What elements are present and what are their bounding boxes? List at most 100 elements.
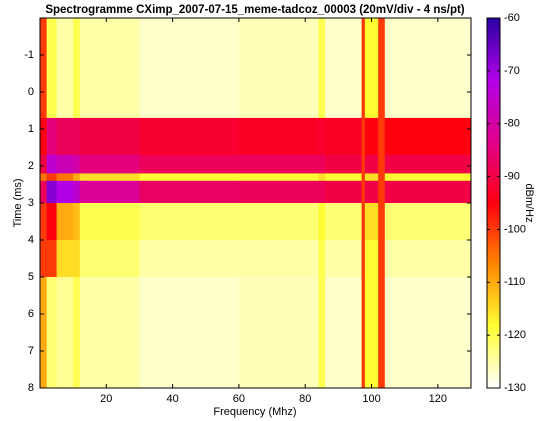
colorbar bbox=[486, 17, 501, 389]
colorbar-tick-label: -120 bbox=[504, 329, 526, 341]
heatmap-cell bbox=[318, 203, 326, 241]
x-tick-label: 20 bbox=[100, 393, 112, 405]
heatmap-cell bbox=[325, 203, 363, 241]
heatmap-cell bbox=[378, 240, 386, 278]
heatmap-cell bbox=[364, 173, 379, 182]
heatmap-cell bbox=[46, 277, 58, 389]
heatmap-cell bbox=[378, 203, 386, 241]
x-tick-label: 40 bbox=[166, 393, 178, 405]
heatmap-cell bbox=[325, 154, 363, 174]
heatmap-cell bbox=[79, 154, 140, 174]
heatmap-cell bbox=[361, 203, 366, 241]
y-tick-label: 5 bbox=[28, 271, 34, 283]
heatmap-cell bbox=[79, 203, 140, 241]
y-tick-label: 7 bbox=[28, 345, 34, 357]
heatmap-cell bbox=[325, 180, 363, 204]
heatmap-cell bbox=[139, 18, 240, 119]
heatmap-cell bbox=[378, 117, 386, 156]
heatmap-cell bbox=[79, 18, 140, 119]
heatmap-cell bbox=[73, 18, 81, 119]
heatmap-cell bbox=[40, 173, 48, 182]
colorbar-tick-label: -130 bbox=[504, 382, 526, 394]
heatmap-cell bbox=[318, 154, 326, 174]
y-tick-label: 1 bbox=[28, 123, 34, 135]
y-axis-label: Time (ms) bbox=[12, 178, 24, 227]
heatmap-cell bbox=[318, 173, 326, 182]
x-tick-label: 80 bbox=[299, 393, 311, 405]
colorbar-tick-label: -110 bbox=[504, 276, 525, 288]
y-tick-label: 6 bbox=[28, 308, 34, 320]
colorbar-tick-label: -80 bbox=[504, 118, 520, 130]
heatmap-cell bbox=[384, 180, 472, 204]
y-tick-label: 3 bbox=[28, 197, 34, 209]
heatmap-cell bbox=[79, 117, 140, 156]
heatmap-cell bbox=[325, 277, 363, 389]
heatmap-cell bbox=[56, 117, 74, 156]
heatmap-cell bbox=[318, 18, 326, 119]
heatmap-cell bbox=[238, 173, 319, 182]
heatmap-cell bbox=[364, 154, 379, 174]
heatmap-cell bbox=[318, 240, 326, 278]
heatmap-cell bbox=[73, 173, 81, 182]
y-tick-label: -1 bbox=[24, 49, 34, 61]
heatmap-cell bbox=[238, 240, 319, 278]
heatmap-cell bbox=[378, 277, 386, 389]
heatmap-cell bbox=[56, 180, 74, 204]
colorbar-tick-label: -90 bbox=[504, 170, 520, 182]
heatmap-cell bbox=[40, 18, 48, 119]
heatmap-cell bbox=[384, 154, 472, 174]
heatmap-cell bbox=[325, 173, 363, 182]
x-tick-label: 120 bbox=[429, 393, 447, 405]
heatmap-cell bbox=[378, 154, 386, 174]
heatmap-cell bbox=[73, 277, 81, 389]
heatmap-cell bbox=[139, 180, 240, 204]
y-tick-label: 8 bbox=[28, 382, 34, 394]
heatmap-cell bbox=[46, 203, 58, 241]
x-axis-label: Frequency (Mhz) bbox=[213, 406, 296, 418]
colorbar-tick-label: -70 bbox=[504, 65, 520, 77]
y-tick-label: 4 bbox=[28, 234, 34, 246]
heatmap-cell bbox=[364, 277, 379, 389]
heatmap-cell bbox=[384, 277, 472, 389]
heatmap-cell bbox=[361, 240, 366, 278]
heatmap-cell bbox=[361, 180, 366, 204]
heatmap-cell bbox=[56, 203, 74, 241]
heatmap-cell bbox=[46, 173, 58, 182]
heatmap-cell bbox=[79, 240, 140, 278]
colorbar-label: dBm/Hz bbox=[523, 183, 535, 222]
heatmap-cell bbox=[139, 117, 240, 156]
heatmap-cell bbox=[139, 203, 240, 241]
heatmap-cell bbox=[378, 180, 386, 204]
heatmap-cell bbox=[378, 173, 386, 182]
heatmap-cell bbox=[139, 154, 240, 174]
heatmap-cell bbox=[40, 154, 48, 174]
heatmap-cell bbox=[73, 117, 81, 156]
heatmap-cell bbox=[73, 154, 81, 174]
heatmap-cell bbox=[56, 173, 74, 182]
heatmap-cell bbox=[325, 18, 363, 119]
heatmap-cell bbox=[325, 240, 363, 278]
heatmap-cell bbox=[139, 240, 240, 278]
heatmap-cell bbox=[40, 180, 48, 204]
heatmap-cell bbox=[139, 277, 240, 389]
heatmap-cell bbox=[238, 154, 319, 174]
heatmap-cell bbox=[364, 117, 379, 156]
x-tick-label: 100 bbox=[362, 393, 380, 405]
colorbar-tick-label: -60 bbox=[504, 12, 520, 24]
heatmap-cell bbox=[364, 18, 379, 119]
heatmap-cell bbox=[46, 180, 58, 204]
heatmap-cell bbox=[46, 117, 58, 156]
heatmap-cell bbox=[318, 180, 326, 204]
heatmap-cell bbox=[364, 180, 379, 204]
heatmap-cell bbox=[40, 117, 48, 156]
heatmap-cell bbox=[46, 240, 58, 278]
heatmap-cell bbox=[79, 277, 140, 389]
heatmap-cell bbox=[238, 277, 319, 389]
heatmap-cell bbox=[79, 173, 140, 182]
heatmap-cell bbox=[384, 173, 472, 182]
heatmap-cell bbox=[364, 240, 379, 278]
heatmap-cell bbox=[384, 18, 472, 119]
heatmap-cell bbox=[361, 154, 366, 174]
heatmap-cell bbox=[73, 203, 81, 241]
x-tick-label: 60 bbox=[233, 393, 245, 405]
